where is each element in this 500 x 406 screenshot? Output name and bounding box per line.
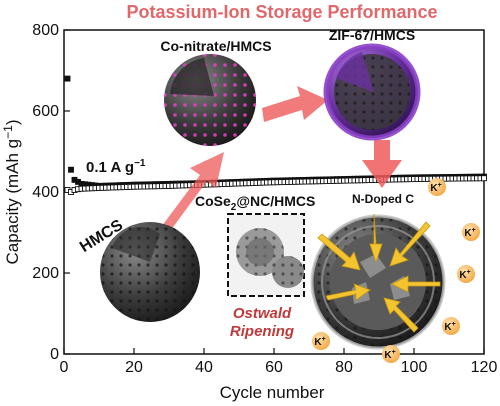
ndoped-label: N-Doped C — [352, 192, 414, 206]
k-ion-badge: K+ — [462, 223, 480, 241]
k-ion-badge: K+ — [382, 345, 400, 363]
cose2-label-b: @NC/HMCS — [236, 193, 315, 209]
k-ion-text: K+ — [384, 349, 395, 361]
cose2-label-a: CoSe — [195, 193, 231, 209]
k-ion-text: K+ — [444, 321, 455, 333]
y-tick-label: 0 — [50, 346, 59, 363]
data-point — [64, 75, 71, 82]
y-axis-title: Capacity (mAh g−1) — [1, 119, 22, 264]
rate-label: 0.1 A g−1 — [86, 158, 146, 176]
x-axis-title: Cycle number — [220, 383, 325, 402]
x-tick-label: 60 — [265, 359, 283, 376]
co-nitrate-sphere-illustration — [164, 54, 256, 146]
k-ion-text: K+ — [459, 269, 470, 281]
k-ion-circle — [382, 345, 400, 363]
k-ion-symbol: K — [314, 337, 322, 348]
hmcs-sphere-illustration — [100, 222, 200, 322]
y-tick-label: 200 — [32, 265, 59, 282]
k-ion-circle — [442, 317, 460, 335]
k-ion-text: K+ — [464, 227, 475, 239]
k-ion-text: K+ — [314, 336, 325, 348]
zif67-sphere-illustration — [323, 43, 421, 141]
y-tick-label: 600 — [32, 103, 59, 120]
k-ion-badge: K+ — [312, 332, 330, 350]
data-point — [68, 166, 74, 173]
k-ion-circle — [462, 223, 480, 241]
k-ion-symbol: K — [459, 270, 467, 281]
data-point — [481, 175, 487, 182]
k-ion-circle — [428, 178, 446, 196]
k-ion-symbol: K — [464, 228, 472, 239]
cose2-label: CoSe2@NC/HMCS — [195, 193, 315, 213]
y-axis-title-sup: −1 — [1, 125, 15, 139]
series-charge — [64, 175, 487, 195]
arrow-conitrate-to-zif67 — [262, 86, 328, 122]
x-tick-label: 80 — [335, 359, 353, 376]
y-axis-title-text: Capacity (mAh g — [3, 139, 22, 265]
k-ion-charge: + — [472, 227, 476, 234]
k-ion-charge: + — [438, 182, 442, 189]
x-axis-ticks: 0 20 40 60 80 100 120 — [60, 348, 498, 376]
k-ion-charge: + — [392, 349, 396, 356]
k-ion-charge: + — [452, 321, 456, 328]
tem-inset-image — [227, 213, 305, 297]
k-ion-badge: K+ — [428, 178, 446, 196]
x-tick-label: 40 — [195, 359, 213, 376]
co-nitrate-label: Co-nitrate/HMCS — [160, 38, 271, 54]
k-ion-symbol: K — [444, 322, 452, 333]
x-tick-label: 120 — [471, 359, 498, 376]
k-ion-badge: K+ — [442, 317, 460, 335]
cose2-label-sub: 2 — [231, 202, 237, 213]
y-axis-title-close: ) — [3, 119, 22, 125]
k-ion-charge: + — [467, 269, 471, 276]
k-ion-badges: K+K+K+K+K+K+ — [312, 178, 480, 363]
y-tick-label: 800 — [32, 22, 59, 39]
x-tick-label: 0 — [60, 359, 69, 376]
zif67-label: ZIF-67/HMCS — [329, 27, 415, 43]
ostwald-label-line2: Ripening — [230, 323, 294, 340]
x-tick-label: 100 — [401, 359, 428, 376]
k-ion-circle — [312, 332, 330, 350]
data-series — [64, 75, 487, 195]
k-insertion-arrows — [317, 213, 441, 333]
k-ion-text: K+ — [430, 182, 441, 194]
k-ion-symbol: K — [384, 350, 392, 361]
k-ion-circle — [457, 265, 475, 283]
ostwald-label-line1: Ostwald — [233, 305, 292, 322]
y-tick-label: 400 — [32, 184, 59, 201]
chart-title: Potassium-Ion Storage Performance — [126, 2, 437, 22]
x-tick-label: 20 — [125, 359, 143, 376]
k-ion-symbol: K — [430, 183, 438, 194]
k-ion-badge: K+ — [457, 265, 475, 283]
rate-label-sup: −1 — [134, 158, 146, 169]
arrow-zif67-to-cose2 — [362, 140, 402, 188]
k-ion-charge: + — [322, 336, 326, 343]
rate-label-text: 0.1 A g — [86, 159, 134, 176]
